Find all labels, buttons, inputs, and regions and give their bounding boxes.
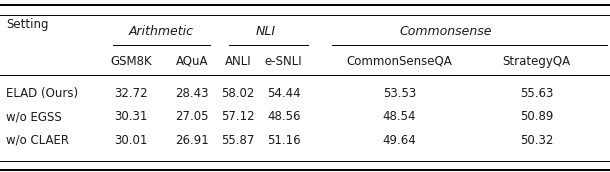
Text: Setting: Setting [6,18,49,31]
Text: 50.89: 50.89 [520,110,553,123]
Text: w/o EGSS: w/o EGSS [6,110,62,123]
Text: 30.31: 30.31 [115,110,148,123]
Text: 48.54: 48.54 [383,110,416,123]
Text: w/o CLAER: w/o CLAER [6,134,69,147]
Text: Commonsense: Commonsense [399,25,492,38]
Text: 58.02: 58.02 [221,87,254,100]
Text: ELAD (Ours): ELAD (Ours) [6,87,78,100]
Text: StrategyQA: StrategyQA [503,55,571,68]
Text: 27.05: 27.05 [176,110,209,123]
Text: 53.53: 53.53 [383,87,416,100]
Text: 57.12: 57.12 [221,110,255,123]
Text: 54.44: 54.44 [267,87,301,100]
Text: 28.43: 28.43 [176,87,209,100]
Text: 55.87: 55.87 [221,134,254,147]
Text: 55.63: 55.63 [520,87,553,100]
Text: 51.16: 51.16 [267,134,301,147]
Text: ANLI: ANLI [224,55,251,68]
Text: 26.91: 26.91 [175,134,209,147]
Text: 50.32: 50.32 [520,134,553,147]
Text: Arithmetic: Arithmetic [129,25,194,38]
Text: 32.72: 32.72 [114,87,148,100]
Text: 48.56: 48.56 [267,110,300,123]
Text: 30.01: 30.01 [115,134,148,147]
Text: e-SNLI: e-SNLI [265,55,303,68]
Text: AQuA: AQuA [176,55,209,68]
Text: 49.64: 49.64 [382,134,417,147]
Text: NLI: NLI [256,25,275,38]
Text: CommonSenseQA: CommonSenseQA [346,55,453,68]
Text: GSM8K: GSM8K [110,55,152,68]
